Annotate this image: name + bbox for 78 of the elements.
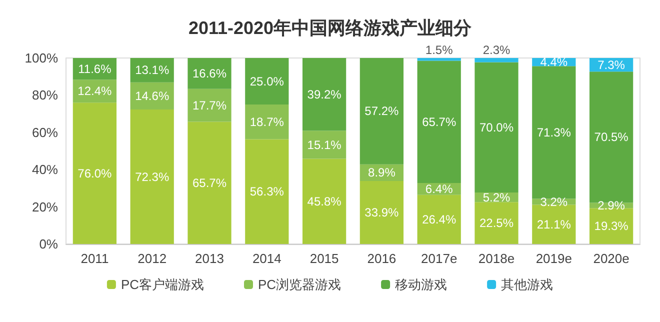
- data-label: 4.4%: [540, 55, 568, 70]
- bar: [417, 194, 461, 244]
- bar: [360, 58, 404, 164]
- x-tick-label: 2019e: [536, 251, 572, 266]
- data-label: 2.3%: [482, 43, 510, 57]
- data-label: 72.3%: [135, 170, 170, 184]
- chart-title: 2011-2020年中国网络游戏产业细分: [188, 18, 473, 38]
- bar: [417, 58, 461, 61]
- bar: [474, 202, 518, 244]
- data-label: 3.2%: [540, 194, 568, 209]
- bar: [245, 58, 289, 104]
- data-label: 14.6%: [135, 88, 170, 103]
- legend-label: PC客户端游戏: [120, 277, 204, 292]
- bar: [532, 66, 576, 199]
- data-label: 21.1%: [536, 217, 572, 232]
- data-label: 6.4%: [425, 182, 454, 196]
- data-label: 76.0%: [78, 166, 112, 180]
- x-tick-label: 2012: [138, 251, 167, 266]
- y-tick-label: 20%: [32, 199, 58, 214]
- bar: [245, 139, 289, 244]
- y-tick-label: 80%: [32, 88, 58, 103]
- data-label: 13.1%: [135, 63, 170, 78]
- bar: [302, 158, 346, 244]
- x-tick-label: 2011: [80, 251, 109, 266]
- data-label: 2.9%: [598, 198, 626, 212]
- data-label: 45.8%: [307, 194, 342, 208]
- bar: [417, 60, 461, 183]
- bar: [302, 130, 346, 159]
- data-label: 5.2%: [482, 190, 510, 204]
- data-label: 70.0%: [479, 120, 514, 134]
- y-tick-label: 0%: [39, 236, 58, 252]
- data-label: 12.4%: [78, 84, 112, 98]
- data-label: 70.5%: [594, 130, 629, 144]
- bar: [72, 102, 117, 244]
- y-tick-label: 60%: [32, 124, 58, 140]
- bar: [474, 58, 518, 62]
- data-label: 57.2%: [364, 104, 400, 118]
- x-tick-label: 2016: [367, 251, 396, 266]
- data-label: 65.7%: [192, 176, 227, 190]
- x-tick-label: 2013: [195, 251, 224, 266]
- data-label: 17.7%: [192, 98, 227, 112]
- data-label: 7.3%: [598, 58, 626, 72]
- bar: [130, 110, 174, 244]
- bar: [589, 208, 634, 244]
- data-label: 39.2%: [307, 87, 342, 102]
- data-label: 11.6%: [78, 62, 112, 76]
- legend-label: PC浏览器游戏: [258, 277, 342, 292]
- data-label: 22.5%: [479, 216, 514, 230]
- data-label: 33.9%: [364, 205, 400, 220]
- x-tick-label: 2018e: [478, 251, 515, 266]
- legend-label: 其他游戏: [501, 277, 554, 292]
- y-tick-label: 40%: [32, 162, 58, 178]
- legend-label: 移动游戏: [395, 277, 448, 292]
- bar: [532, 204, 576, 244]
- x-tick-label: 2017e: [421, 251, 458, 266]
- bar: [188, 58, 232, 89]
- data-label: 56.3%: [250, 184, 284, 199]
- data-label: 16.6%: [192, 66, 227, 80]
- bar: [302, 58, 346, 131]
- bar: [188, 122, 232, 244]
- data-label: 25.0%: [250, 74, 284, 88]
- x-tick-label: 2014: [252, 251, 282, 266]
- bar: [188, 88, 232, 122]
- bar: [245, 104, 289, 140]
- y-tick-label: 100%: [24, 50, 58, 66]
- data-label: 71.3%: [536, 125, 572, 140]
- data-label: 1.5%: [425, 43, 454, 57]
- bar: [474, 62, 518, 192]
- bar: [360, 180, 404, 244]
- data-label: 65.7%: [422, 114, 456, 129]
- bar: [589, 72, 634, 203]
- x-tick-label: 2015: [310, 251, 339, 266]
- data-label: 18.7%: [250, 114, 284, 129]
- data-label: 26.4%: [422, 212, 456, 226]
- data-label: 15.1%: [307, 138, 342, 152]
- data-label: 8.9%: [368, 166, 396, 180]
- data-label: 19.3%: [594, 219, 629, 234]
- x-tick-label: 2020e: [593, 251, 630, 266]
